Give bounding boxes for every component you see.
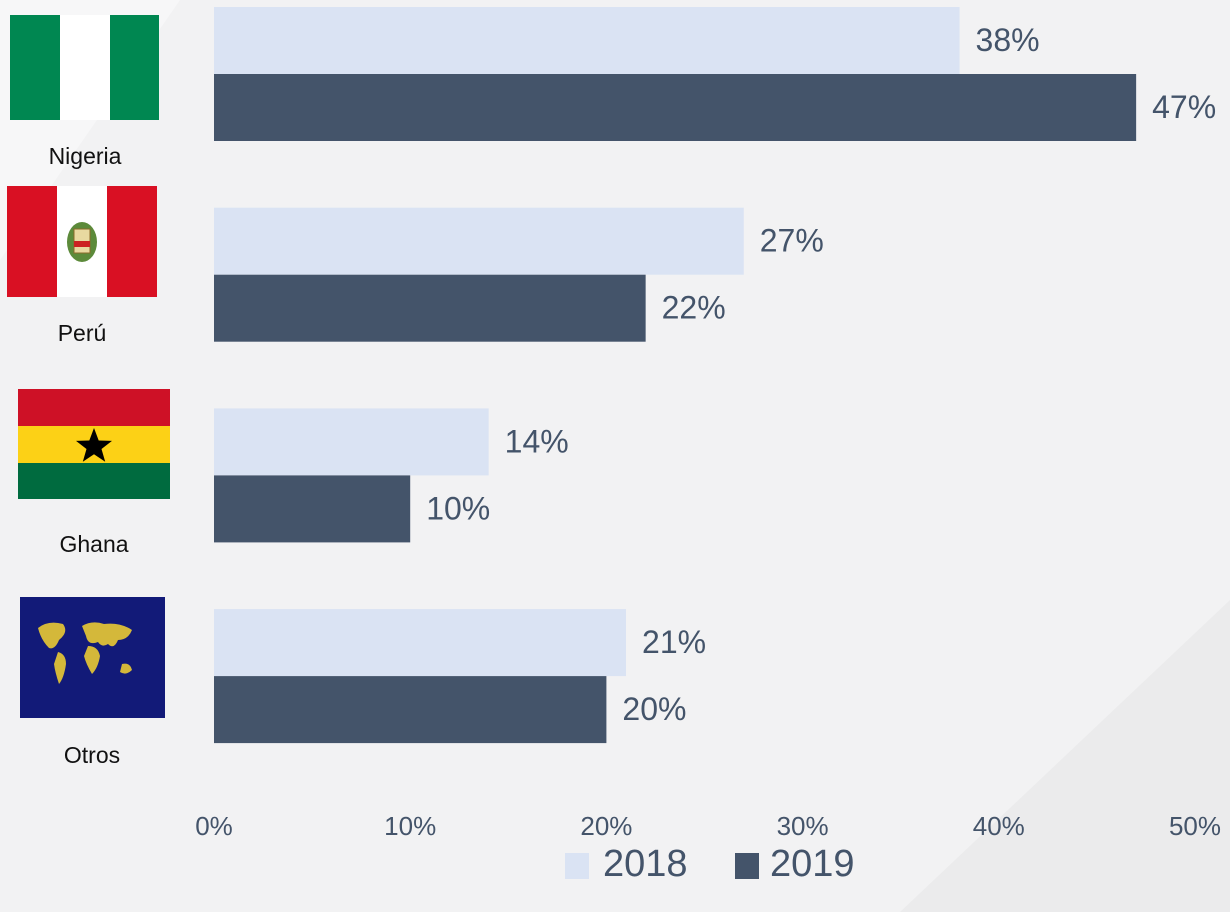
data-label: 20% <box>622 691 686 727</box>
category-label: Nigeria <box>49 143 122 169</box>
bar <box>214 7 960 74</box>
flag-peru <box>7 186 157 297</box>
bar <box>214 475 411 543</box>
flag-ghana <box>18 389 170 499</box>
x-tick-label: 50% <box>1169 811 1221 841</box>
legend-swatch <box>565 853 589 879</box>
data-label: 38% <box>976 22 1040 58</box>
flag-world <box>20 597 165 718</box>
bar <box>214 207 744 275</box>
data-label: 21% <box>642 624 706 660</box>
flag-nigeria <box>10 15 159 120</box>
background-shape <box>900 600 1230 912</box>
category-label: Perú <box>58 320 107 346</box>
category-label: Ghana <box>59 531 128 557</box>
data-label: 47% <box>1152 89 1216 125</box>
legend-swatch <box>735 853 759 879</box>
x-tick-label: 20% <box>580 811 632 841</box>
bar <box>214 274 646 342</box>
x-tick-label: 40% <box>973 811 1025 841</box>
bar <box>214 609 627 677</box>
x-tick-label: 10% <box>384 811 436 841</box>
x-tick-label: 0% <box>195 811 233 841</box>
bar <box>214 74 1137 141</box>
bar <box>214 676 607 744</box>
legend-label: 2018 <box>603 843 688 885</box>
data-label: 10% <box>426 490 490 526</box>
bar <box>214 408 489 476</box>
x-tick-label: 30% <box>777 811 829 841</box>
legend-label: 2019 <box>770 843 855 885</box>
data-label: 22% <box>662 290 726 326</box>
data-label: 14% <box>505 423 569 459</box>
data-label: 27% <box>760 223 824 259</box>
category-label: Otros <box>64 742 120 768</box>
